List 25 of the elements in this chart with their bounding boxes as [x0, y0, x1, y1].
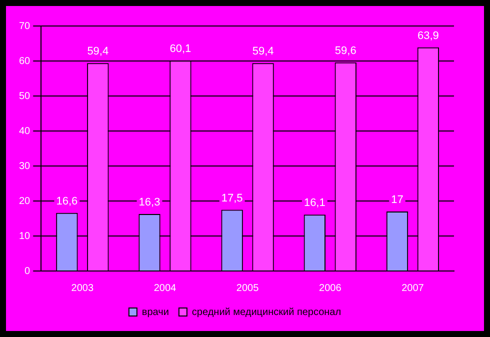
data-label: 60,1	[170, 43, 192, 56]
y-tick-label: 0	[24, 266, 31, 277]
data-label: 63,9	[417, 30, 439, 42]
data-label: 17,5	[221, 192, 243, 204]
data-label: 16,1	[304, 197, 326, 210]
y-tick-label: 10	[19, 230, 31, 242]
data-label: 59,6	[334, 44, 356, 57]
x-tick-label: 2004	[154, 282, 177, 294]
x-tick-label: 2007	[402, 282, 424, 294]
x-tick-label: 2006	[319, 282, 342, 294]
y-tick-label: 50	[19, 90, 31, 102]
data-label: 59,4	[87, 46, 109, 58]
data-label: 17	[391, 194, 404, 206]
y-tick-label: 40	[19, 126, 31, 137]
legend-label: средний медицинский персонал	[192, 306, 342, 318]
y-tick-label: 20	[19, 196, 31, 207]
legend-label: врачи	[142, 306, 169, 318]
y-tick-label: 70	[19, 20, 31, 32]
x-tick-label: 2003	[71, 282, 94, 294]
data-label: 59,4	[252, 46, 274, 58]
y-tick-label: 30	[19, 160, 31, 172]
y-tick-label: 60	[19, 56, 31, 67]
x-tick-label: 2005	[236, 282, 260, 294]
data-label: 16,6	[56, 195, 78, 208]
data-label: 16,3	[138, 196, 160, 208]
